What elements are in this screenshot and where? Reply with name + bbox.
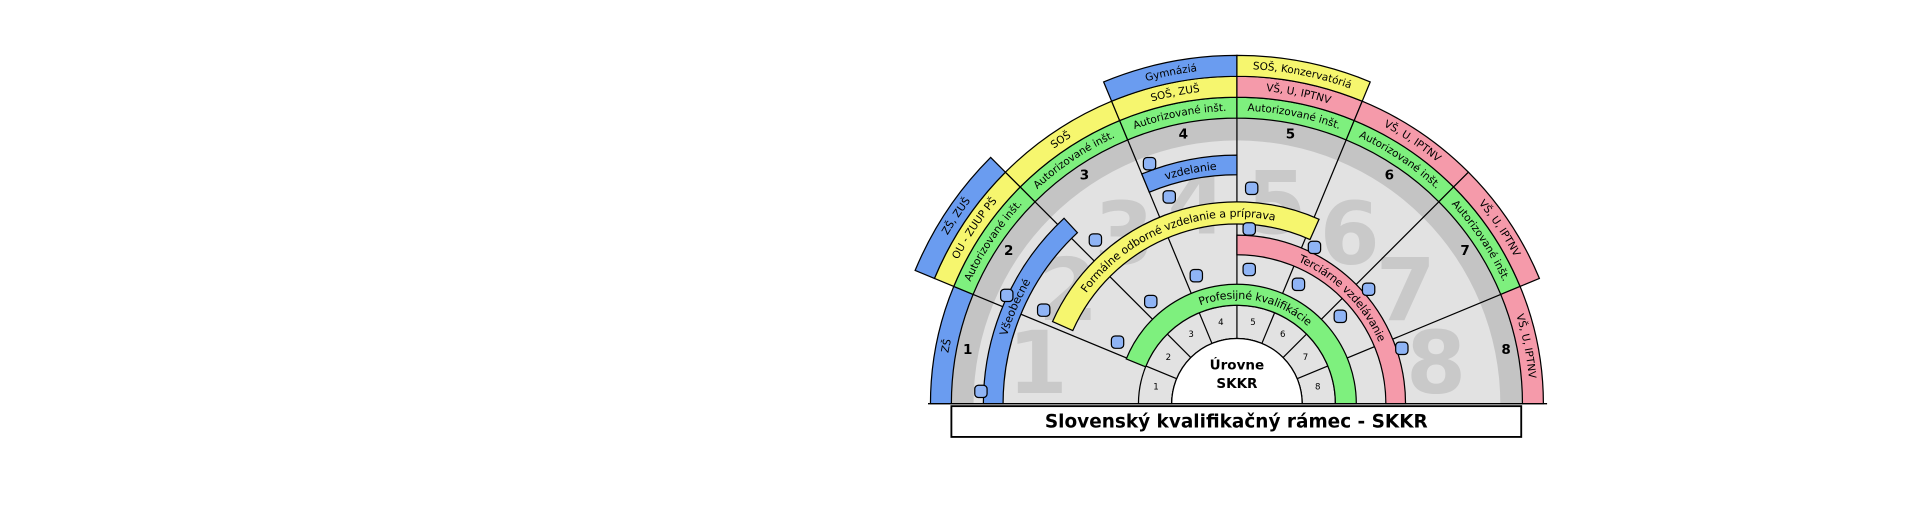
inner-level-number: 3 — [1188, 330, 1193, 340]
indicator-icon — [1142, 156, 1157, 171]
indicator-icon — [1036, 303, 1051, 317]
indicator-icon — [1333, 309, 1348, 324]
indicator-icon — [1110, 335, 1125, 349]
level-number: 7 — [1460, 243, 1469, 259]
title-box — [950, 405, 1523, 438]
inner-level-number: 8 — [1315, 383, 1320, 393]
inner-level-number: 5 — [1250, 318, 1255, 328]
indicator-icon — [1000, 288, 1014, 303]
arc-band — [1051, 201, 1320, 332]
inner-level-number: 4 — [1218, 318, 1223, 328]
level-number: 6 — [1385, 167, 1394, 183]
level-number: 1 — [963, 342, 972, 358]
inner-level-number: 7 — [1303, 353, 1308, 363]
indicator-icon — [1242, 262, 1256, 277]
inner-level-number: 6 — [1280, 330, 1285, 340]
indicator-icon — [1144, 294, 1158, 309]
inner-level-number: 1 — [1153, 383, 1158, 393]
level-number: 5 — [1286, 127, 1295, 143]
indicator-icon — [1291, 277, 1306, 292]
arc-band — [982, 217, 1079, 405]
center-disc — [1171, 337, 1303, 405]
big-level-number: 1 — [1008, 314, 1068, 414]
indicator-icon — [1189, 268, 1204, 283]
big-level-number: 8 — [1406, 314, 1466, 414]
indicator-icon — [974, 384, 988, 399]
title: Slovenský kvalifikačný rámec - SKKR — [1045, 412, 1428, 433]
indicator-icon — [1307, 240, 1322, 255]
center-label: SKKR — [1216, 376, 1258, 392]
inner-level-number: 2 — [1166, 353, 1171, 363]
indicator-icon — [1088, 233, 1103, 247]
level-number: 4 — [1179, 127, 1188, 143]
arc-label-text: ZŠ — [939, 337, 954, 353]
arc-band — [1140, 154, 1238, 193]
center-label: Úrovne — [1210, 356, 1265, 374]
indicator-icon — [1162, 190, 1176, 204]
arc-label: ZŠ — [939, 337, 954, 353]
level-number: 2 — [1004, 243, 1013, 259]
indicator-icon — [1244, 181, 1259, 196]
level-number: 3 — [1080, 167, 1089, 183]
level-number: 8 — [1501, 342, 1510, 358]
indicator-icon — [1361, 282, 1376, 296]
indicator-icon — [1395, 341, 1409, 356]
indicator-icon — [1242, 222, 1256, 236]
